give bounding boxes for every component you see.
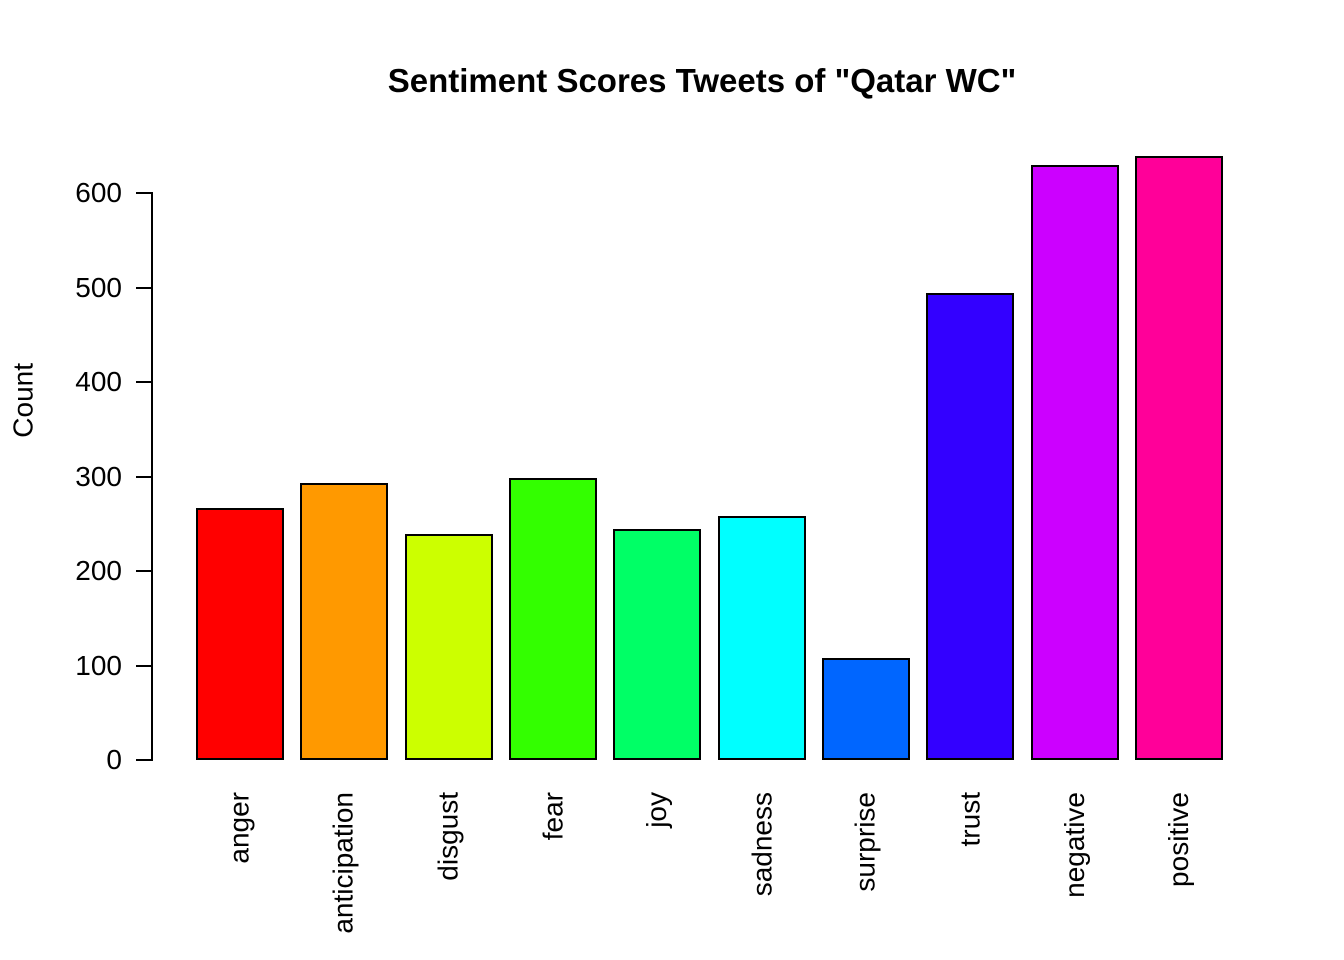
x-axis-label-positive: positive	[1163, 792, 1194, 887]
bar-anticipation	[300, 483, 388, 760]
bar-positive	[1135, 156, 1223, 760]
y-axis-tick-100	[136, 665, 151, 667]
y-axis-tick-label-600: 600	[75, 177, 122, 208]
x-axis-label-surprise: surprise	[850, 792, 881, 892]
chart-title: Sentiment Scores Tweets of "Qatar WC"	[387, 62, 1017, 99]
y-axis-tick-600	[136, 192, 151, 194]
y-axis-tick-label-400: 400	[75, 366, 122, 397]
x-axis-label-sadness: sadness	[746, 792, 777, 897]
y-axis-tick-0	[136, 759, 151, 761]
x-axis-label-trust: trust	[954, 792, 985, 847]
bar-joy	[613, 529, 701, 760]
bar-sadness	[718, 516, 806, 760]
x-axis-label-anticipation: anticipation	[328, 792, 359, 934]
bar-disgust	[405, 534, 493, 760]
bar-negative	[1031, 165, 1119, 760]
y-axis-tick-label-200: 200	[75, 555, 122, 586]
bar-fear	[509, 478, 597, 760]
x-axis-label-joy: joy	[641, 792, 672, 828]
y-axis-tick-label-0: 0	[106, 744, 122, 775]
x-axis-label-negative: negative	[1059, 792, 1090, 898]
x-axis-label-disgust: disgust	[433, 792, 464, 881]
y-axis-tick-500	[136, 287, 151, 289]
y-axis-label: Count	[8, 363, 39, 438]
y-axis-tick-400	[136, 381, 151, 383]
y-axis-tick-label-300: 300	[75, 461, 122, 492]
x-axis-label-fear: fear	[537, 792, 568, 841]
y-axis-line	[151, 192, 153, 761]
bar-anger	[196, 508, 284, 760]
x-axis-label-anger: anger	[224, 792, 255, 864]
y-axis-tick-200	[136, 570, 151, 572]
bar-surprise	[822, 658, 910, 760]
y-axis-tick-label-500: 500	[75, 272, 122, 303]
y-axis-tick-label-100: 100	[75, 650, 122, 681]
bar-trust	[926, 293, 1014, 760]
y-axis-tick-300	[136, 476, 151, 478]
